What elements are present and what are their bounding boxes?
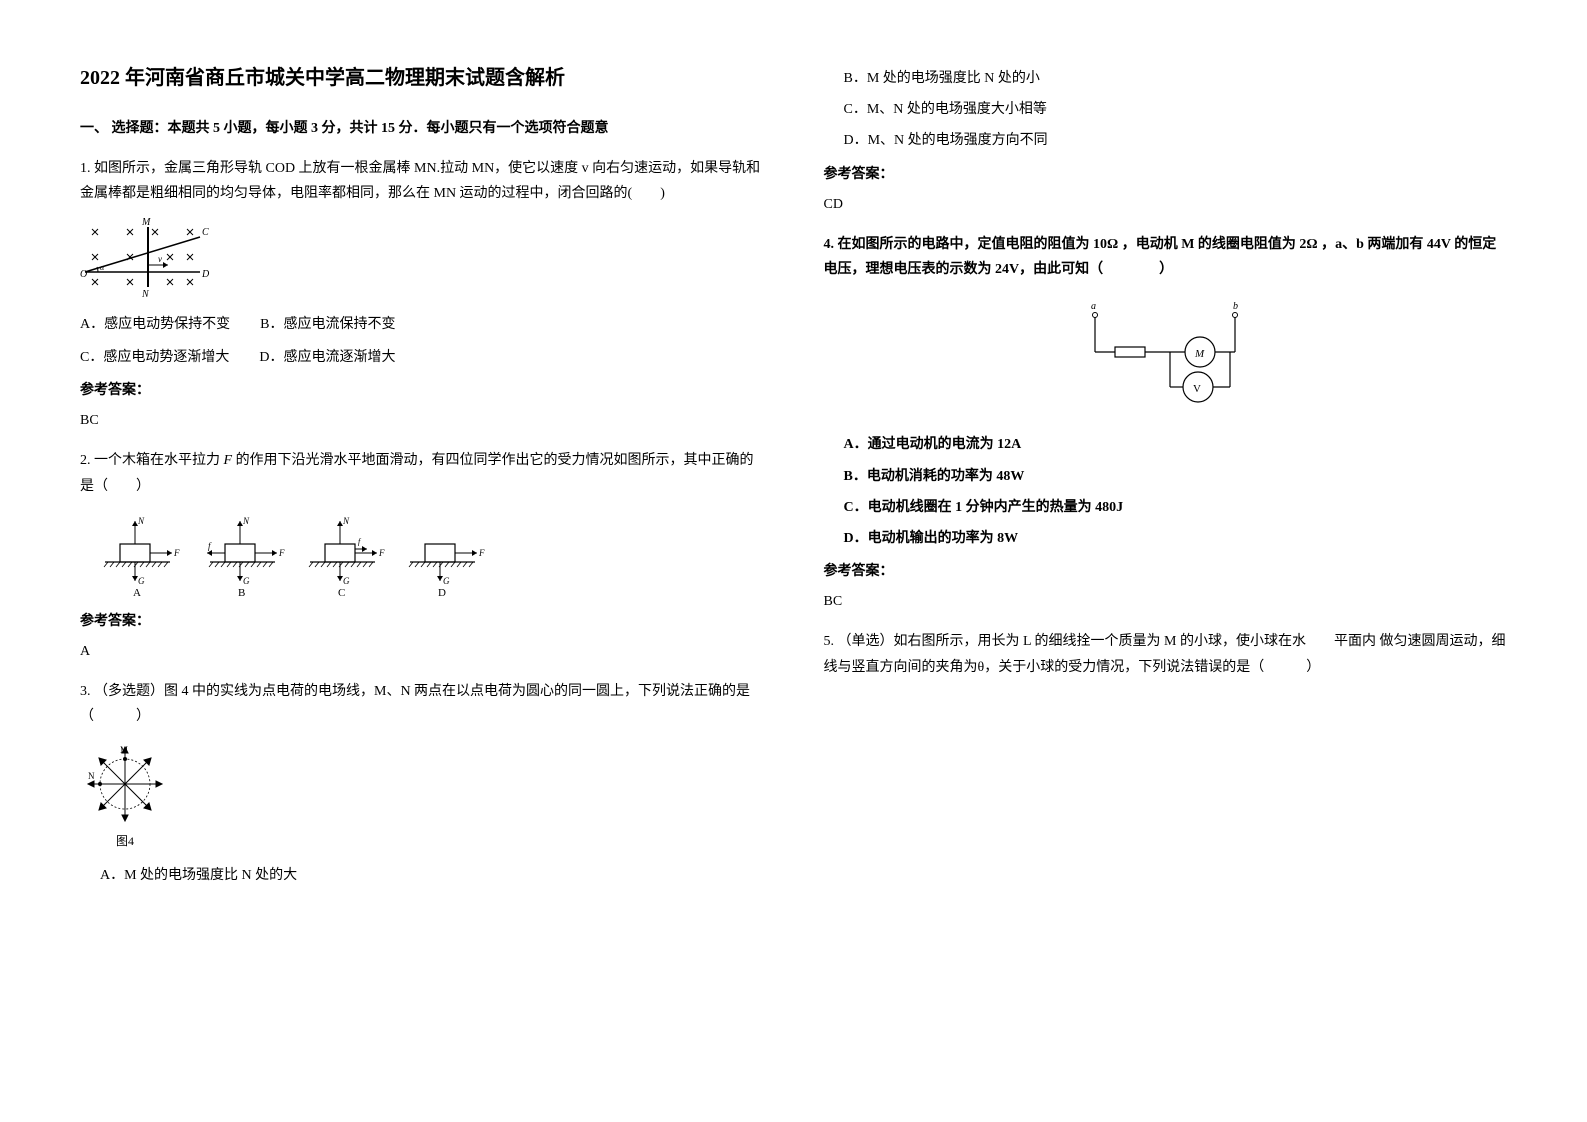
figure-q1: M C O D N v α xyxy=(80,217,764,302)
q2-text: 2. 一个木箱在水平拉力 F 的作用下沿光滑水平地面滑动，有四位同学作出它的受力… xyxy=(80,448,764,498)
svg-text:B: B xyxy=(238,587,245,599)
svg-text:G: G xyxy=(443,576,450,586)
svg-text:M: M xyxy=(141,217,151,228)
svg-text:N: N xyxy=(242,516,250,526)
svg-text:N: N xyxy=(137,516,145,526)
q1-option-d: D．感应电流逐渐增大 xyxy=(259,345,395,370)
q1-option-a: A．感应电动势保持不变 xyxy=(80,312,230,337)
q1-text: 1. 如图所示，金属三角形导轨 COD 上放有一根金属棒 MN.拉动 MN，使它… xyxy=(80,156,764,206)
svg-text:F: F xyxy=(278,548,285,558)
q1-option-c: C．感应电动势逐渐增大 xyxy=(80,345,229,370)
svg-text:M: M xyxy=(120,745,128,755)
answer-label: 参考答案： xyxy=(824,559,1508,584)
figure-q2: N F G A xyxy=(80,509,764,599)
question-2: 2. 一个木箱在水平拉力 F 的作用下沿光滑水平地面滑动，有四位同学作出它的受力… xyxy=(80,448,764,664)
svg-text:N: N xyxy=(141,289,150,300)
svg-text:G: G xyxy=(138,576,145,586)
svg-text:V: V xyxy=(1193,383,1201,395)
q4-option-a: A．通过电动机的电流为 12A xyxy=(824,432,1508,457)
svg-text:α: α xyxy=(100,263,105,272)
svg-text:F: F xyxy=(478,548,485,558)
q3-option-c: C．M、N 处的电场强度大小相等 xyxy=(824,97,1508,122)
svg-text:F: F xyxy=(378,548,385,558)
answer-label: 参考答案： xyxy=(824,162,1508,187)
q1-answer: BC xyxy=(80,408,764,433)
section-header: 一、 选择题：本题共 5 小题，每小题 3 分，共计 15 分．每小题只有一个选… xyxy=(80,116,764,141)
svg-text:G: G xyxy=(343,576,350,586)
answer-label: 参考答案： xyxy=(80,378,764,403)
svg-text:F: F xyxy=(173,548,180,558)
svg-text:C: C xyxy=(202,227,209,238)
q4-option-c: C．电动机线圈在 1 分钟内产生的热量为 480J xyxy=(824,495,1508,520)
q3-text: 3. （多选题）图 4 中的实线为点电荷的电场线，M、N 两点在以点电荷为圆心的… xyxy=(80,679,764,729)
svg-text:C: C xyxy=(338,587,345,599)
q4-option-d: D．电动机输出的功率为 8W xyxy=(824,526,1508,551)
question-4: 4. 在如图所示的电路中，定值电阻的阻值为 10Ω ，电动机 M 的线圈电阻值为… xyxy=(824,232,1508,615)
svg-text:N: N xyxy=(342,516,350,526)
q3-answer: CD xyxy=(824,192,1508,217)
svg-text:f: f xyxy=(208,541,212,551)
q3-option-d: D．M、N 处的电场强度方向不同 xyxy=(824,128,1508,153)
q4-text: 4. 在如图所示的电路中，定值电阻的阻值为 10Ω ，电动机 M 的线圈电阻值为… xyxy=(824,232,1508,282)
svg-text:O: O xyxy=(80,269,87,280)
svg-text:f: f xyxy=(358,537,362,546)
figure-q3: M N 图4 xyxy=(80,739,764,853)
q2-answer: A xyxy=(80,639,764,664)
q4-answer: BC xyxy=(824,589,1508,614)
figure-caption-q3: 图4 xyxy=(80,831,170,853)
page-title: 2022 年河南省商丘市城关中学高二物理期末试题含解析 xyxy=(80,60,764,96)
svg-text:G: G xyxy=(243,576,250,586)
svg-text:v: v xyxy=(158,254,162,264)
figure-q4: a b M V xyxy=(824,297,1508,417)
q4-option-b: B．电动机消耗的功率为 48W xyxy=(824,464,1508,489)
svg-text:D: D xyxy=(438,587,446,599)
question-5: 5. （单选）如右图所示，用长为 L 的细线拴一个质量为 M 的小球，使小球在水… xyxy=(824,629,1508,679)
q5-text: 5. （单选）如右图所示，用长为 L 的细线拴一个质量为 M 的小球，使小球在水… xyxy=(824,629,1508,679)
svg-text:b: b xyxy=(1233,301,1238,312)
svg-text:M: M xyxy=(1194,348,1205,360)
svg-text:a: a xyxy=(1091,301,1096,312)
svg-text:D: D xyxy=(201,269,210,280)
question-3: 3. （多选题）图 4 中的实线为点电荷的电场线，M、N 两点在以点电荷为圆心的… xyxy=(80,679,764,888)
q3-option-a: A．M 处的电场强度比 N 处的大 xyxy=(80,863,764,888)
question-1: 1. 如图所示，金属三角形导轨 COD 上放有一根金属棒 MN.拉动 MN，使它… xyxy=(80,156,764,433)
q3-option-b: B．M 处的电场强度比 N 处的小 xyxy=(824,66,1508,91)
svg-text:N: N xyxy=(88,771,95,781)
svg-text:A: A xyxy=(133,587,141,599)
q1-option-b: B．感应电流保持不变 xyxy=(260,312,395,337)
answer-label: 参考答案： xyxy=(80,609,764,634)
